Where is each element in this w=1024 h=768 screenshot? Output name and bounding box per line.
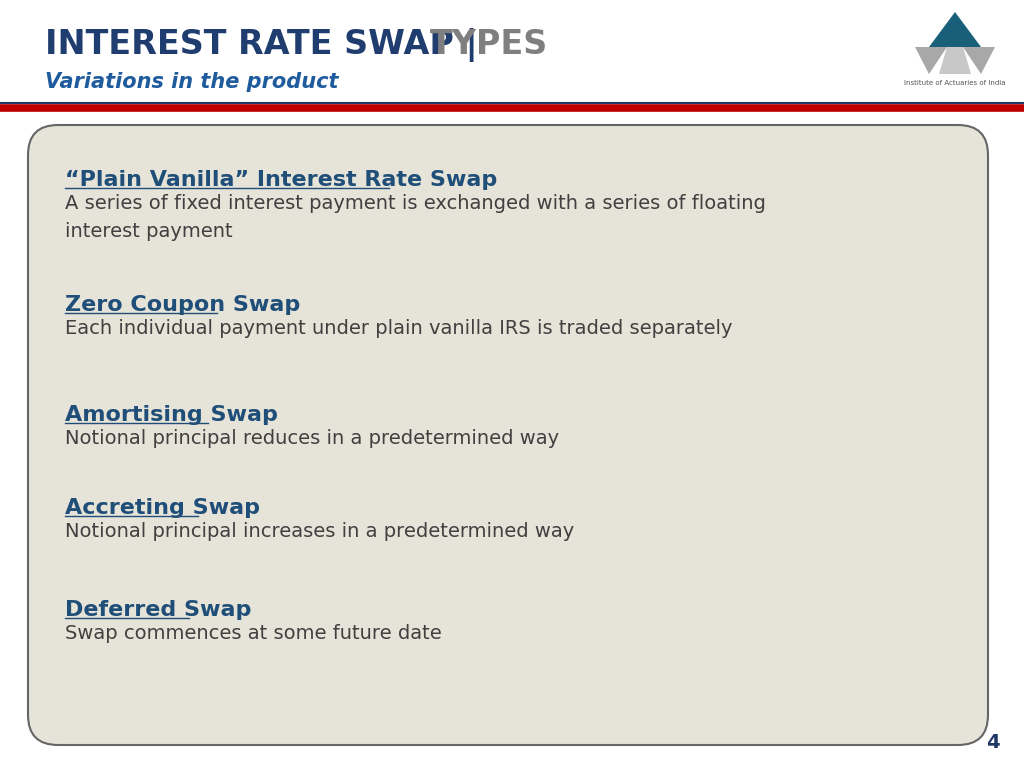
Polygon shape	[915, 47, 947, 74]
Text: “Plain Vanilla” Interest Rate Swap: “Plain Vanilla” Interest Rate Swap	[65, 170, 498, 190]
FancyBboxPatch shape	[28, 125, 988, 745]
Text: Notional principal increases in a predetermined way: Notional principal increases in a predet…	[65, 522, 574, 541]
Text: Zero Coupon Swap: Zero Coupon Swap	[65, 295, 300, 315]
Text: 4: 4	[986, 733, 1000, 752]
Polygon shape	[963, 47, 995, 74]
Text: Deferred Swap: Deferred Swap	[65, 600, 251, 620]
Text: Swap commences at some future date: Swap commences at some future date	[65, 624, 441, 643]
Text: Accreting Swap: Accreting Swap	[65, 498, 260, 518]
Text: Notional principal reduces in a predetermined way: Notional principal reduces in a predeter…	[65, 429, 559, 448]
Text: INTEREST RATE SWAP |: INTEREST RATE SWAP |	[45, 28, 489, 62]
Text: TYPES: TYPES	[430, 28, 548, 61]
Text: A series of fixed interest payment is exchanged with a series of floating
intere: A series of fixed interest payment is ex…	[65, 194, 766, 241]
Text: Each individual payment under plain vanilla IRS is traded separately: Each individual payment under plain vani…	[65, 319, 732, 338]
Text: Variations in the product: Variations in the product	[45, 72, 339, 92]
Polygon shape	[929, 12, 981, 47]
Polygon shape	[939, 47, 971, 74]
Text: Amortising Swap: Amortising Swap	[65, 405, 278, 425]
Text: Institute of Actuaries of India: Institute of Actuaries of India	[904, 80, 1006, 86]
